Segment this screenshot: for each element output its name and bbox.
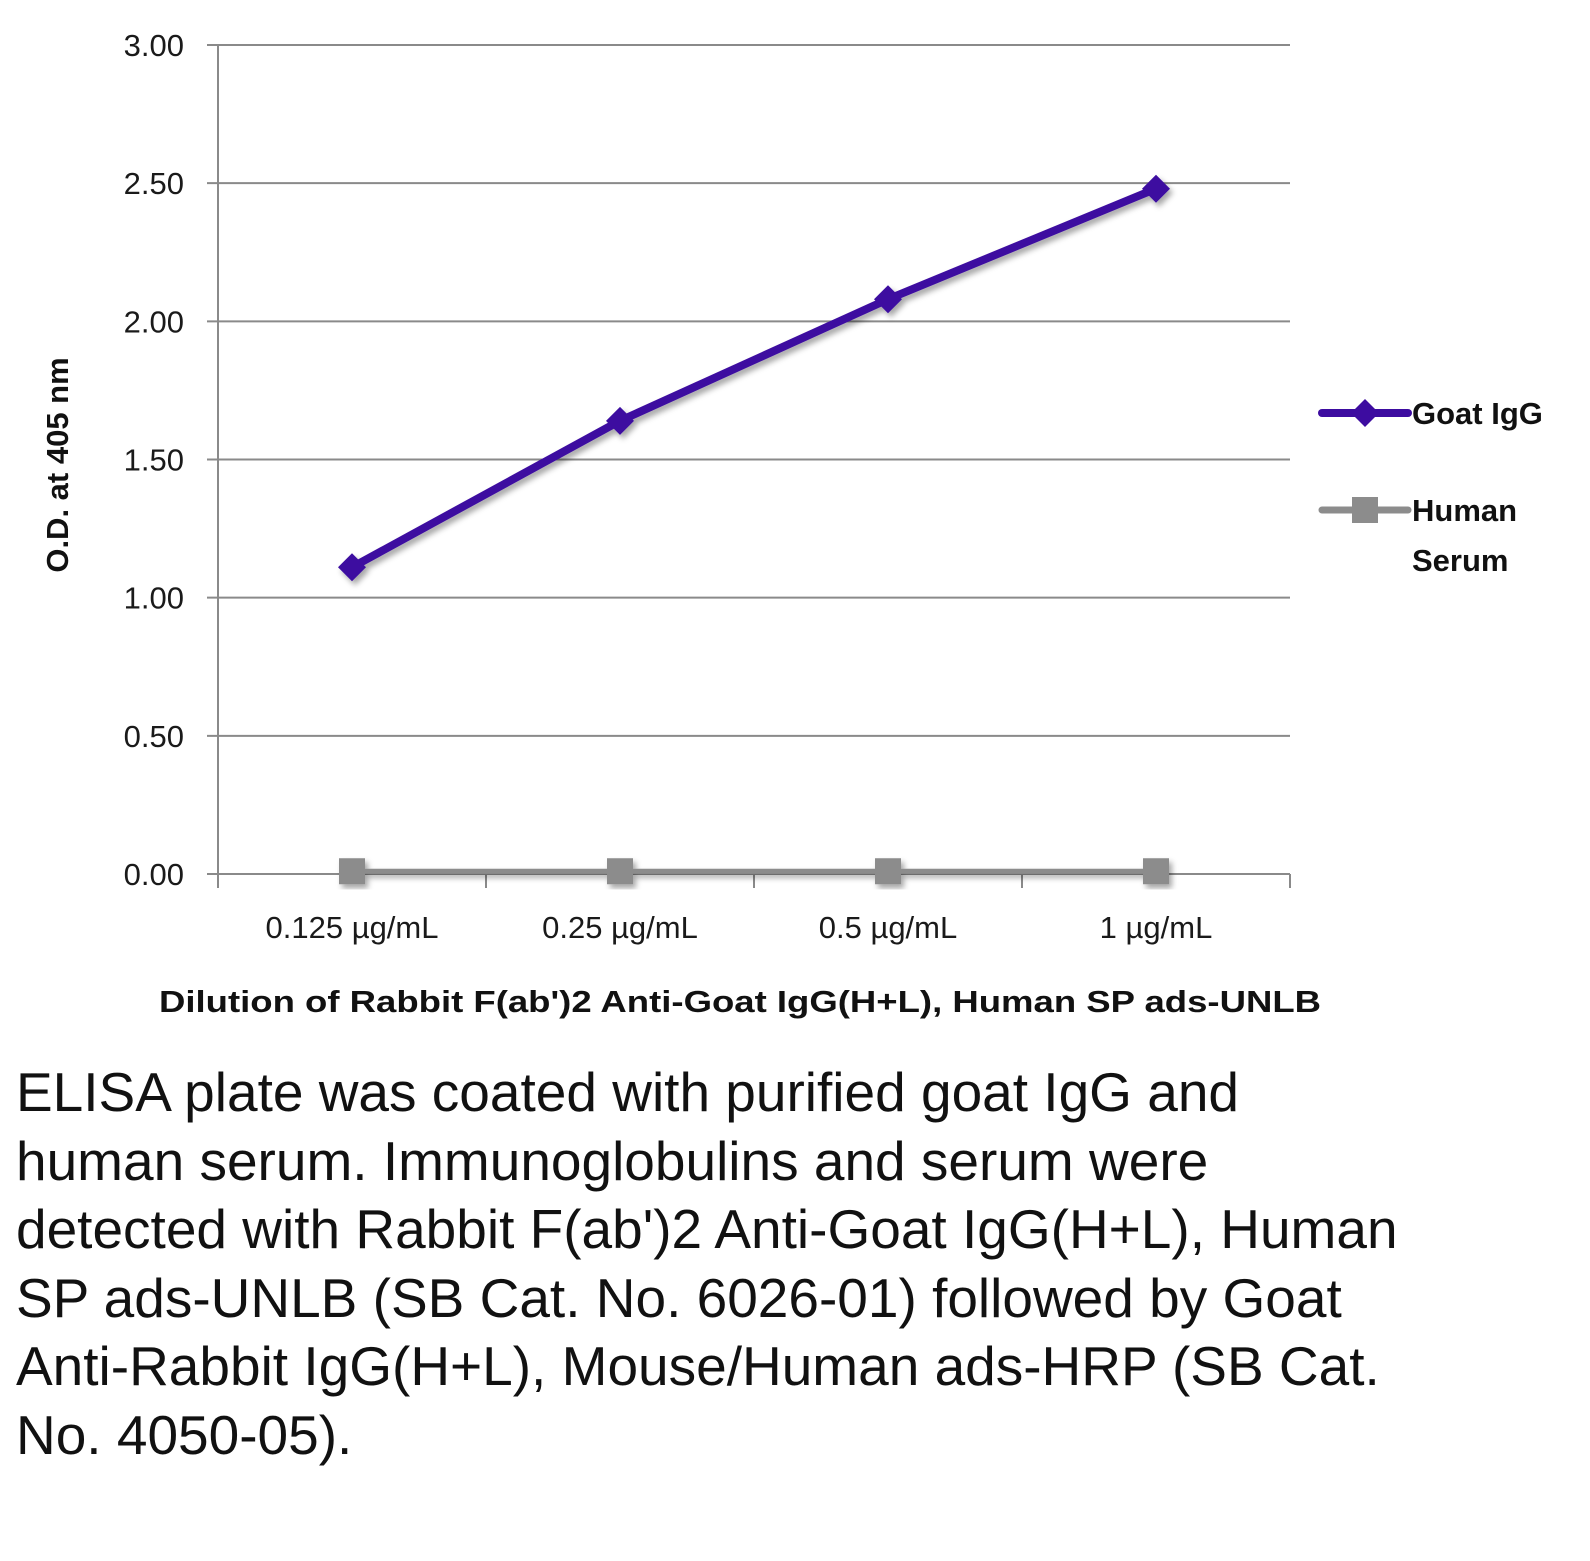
legend-label-1: Human Serum bbox=[1412, 493, 1517, 578]
series-0 bbox=[338, 174, 1170, 582]
data-point-0-1 bbox=[606, 406, 634, 435]
data-point-1-2 bbox=[875, 858, 901, 885]
axes bbox=[207, 45, 1291, 888]
series-1 bbox=[339, 858, 1169, 885]
y-tick-label-6: 3.00 bbox=[124, 28, 184, 63]
elisa-line-chart: 0.00 0.50 1.00 1.50 2.00 2.50 3.00 0.125 µg/mL… bbox=[40, 28, 1543, 1019]
legend-label-0: Goat IgG bbox=[1412, 396, 1543, 431]
legend-marker-1 bbox=[1352, 497, 1378, 523]
data-point-1-3 bbox=[1143, 858, 1169, 885]
y-tick-label-0: 0.00 bbox=[124, 857, 184, 892]
series-line-0 bbox=[350, 184, 1158, 571]
data-point-0-2 bbox=[874, 285, 902, 314]
y-tick-label-4: 2.00 bbox=[124, 304, 184, 339]
series-lines bbox=[338, 174, 1170, 885]
legend-marker-0 bbox=[1351, 399, 1379, 427]
x-tick-labels: 0.125 µg/mL 0.25 µg/mL 0.5 µg/mL 1 µg/mL bbox=[266, 910, 1213, 945]
legend-item-0: Goat IgG bbox=[1318, 396, 1543, 431]
y-tick-label-2: 1.00 bbox=[124, 581, 184, 616]
y-tick-labels: 0.00 0.50 1.00 1.50 2.00 2.50 3.00 bbox=[124, 28, 184, 892]
legend-item-1: Human Serum bbox=[1318, 493, 1517, 578]
x-tick-label-1: 0.25 µg/mL bbox=[542, 910, 698, 945]
gridlines bbox=[207, 44, 1290, 737]
data-point-1-1 bbox=[607, 858, 633, 885]
x-axis-title: Dilution of Rabbit F(ab')2 Anti-Goat IgG… bbox=[159, 984, 1321, 1019]
x-tick-label-2: 0.5 µg/mL bbox=[819, 910, 958, 945]
legend: Goat IgG Human Serum bbox=[1318, 396, 1543, 578]
y-axis-title: O.D. at 405 nm bbox=[40, 357, 75, 572]
data-point-0-0 bbox=[338, 553, 366, 582]
y-tick-label-3: 1.50 bbox=[124, 443, 184, 478]
data-point-1-0 bbox=[339, 858, 365, 885]
legend-label-line-0: Human bbox=[1412, 493, 1517, 528]
x-tick-label-0: 0.125 µg/mL bbox=[266, 910, 439, 945]
data-point-0-3 bbox=[1142, 174, 1170, 203]
figure-caption: ELISA plate was coated with purified goa… bbox=[16, 1061, 1398, 1466]
y-tick-label-1: 0.50 bbox=[124, 719, 184, 754]
y-tick-label-5: 2.50 bbox=[124, 166, 184, 201]
x-tick-label-3: 1 µg/mL bbox=[1100, 910, 1213, 945]
legend-label-line-1: Serum bbox=[1412, 543, 1508, 578]
